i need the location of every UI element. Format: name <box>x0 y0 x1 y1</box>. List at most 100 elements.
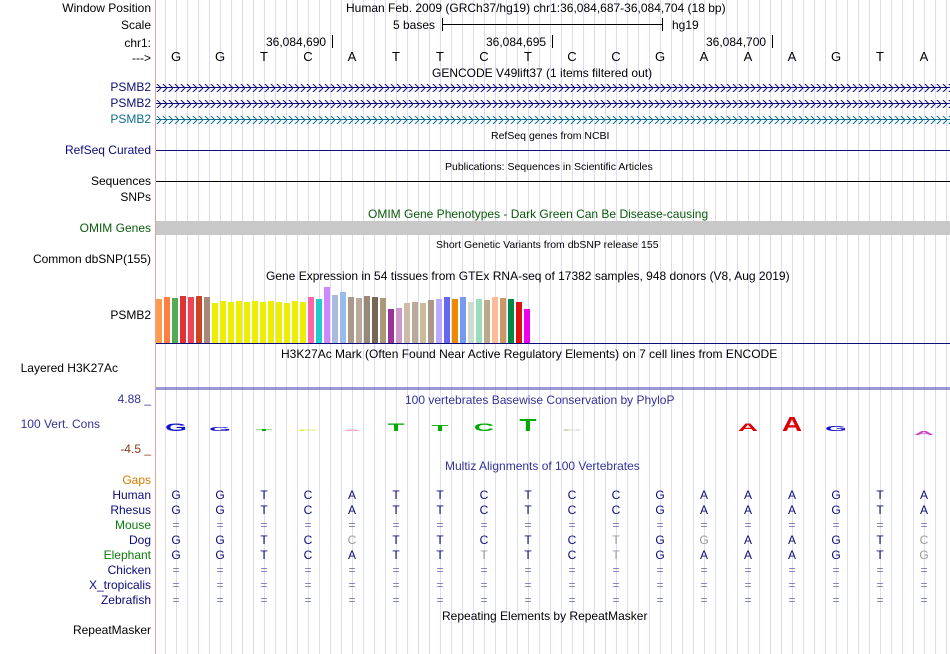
gtex-tissue-bar[interactable] <box>412 302 418 343</box>
gtex-tissue-bar[interactable] <box>444 297 450 343</box>
gtex-tissue-bar[interactable] <box>340 292 346 343</box>
gtex-track-label[interactable]: PSMB2 <box>110 308 151 322</box>
gtex-expression-chart[interactable] <box>156 283 950 345</box>
alignment-base: = <box>436 578 444 592</box>
phylop-logo-letter: T <box>387 421 404 434</box>
gencode-transcript-1[interactable] <box>156 84 950 92</box>
gtex-tissue-bar[interactable] <box>220 301 226 343</box>
omim-phenotype-bar[interactable] <box>156 221 950 235</box>
alignment-base: A <box>743 533 752 547</box>
gtex-tissue-bar[interactable] <box>500 298 506 343</box>
gtex-tissue-bar[interactable] <box>188 297 194 343</box>
alignment-base: T <box>876 503 884 517</box>
alignment-base: G <box>919 548 929 562</box>
alignment-base: = <box>260 518 268 532</box>
gtex-tissue-bar[interactable] <box>292 301 298 343</box>
gtex-tissue-bar[interactable] <box>356 298 362 343</box>
gtex-tissue-bar[interactable] <box>204 297 210 343</box>
gtex-tissue-bar[interactable] <box>420 303 426 343</box>
gtex-tissue-bar[interactable] <box>364 296 370 343</box>
alignment-base: = <box>700 563 708 577</box>
gtex-tissue-bar[interactable] <box>172 298 178 343</box>
dbsnp-track-label[interactable]: Common dbSNP(155) <box>32 252 151 266</box>
species-label[interactable]: X_tropicalis <box>88 578 151 592</box>
gtex-tissue-bar[interactable] <box>324 287 330 343</box>
species-label[interactable]: Rhesus <box>110 503 151 517</box>
gtex-tissue-bar[interactable] <box>380 298 386 343</box>
phylop-logo-letter: C <box>474 421 494 434</box>
publications-track-label[interactable]: Sequences <box>90 174 151 188</box>
tracks-panel[interactable]: Human Feb. 2009 (GRCh37/hg19) chr1:36,08… <box>156 0 950 654</box>
gtex-tissue-bar[interactable] <box>236 301 242 343</box>
grid-line <box>561 0 562 654</box>
gtex-tissue-bar[interactable] <box>260 302 266 343</box>
gtex-tissue-bar[interactable] <box>276 302 282 343</box>
snps-track-label[interactable]: SNPs <box>120 190 151 204</box>
phylop-conservation-logo[interactable]: G G T C A T T C T C A A GA <box>156 405 950 455</box>
gtex-tissue-bar[interactable] <box>196 296 202 343</box>
phylop-title: 100 vertebrates Basewise Conservation by… <box>405 393 675 407</box>
species-label[interactable]: Zebrafish <box>100 593 151 607</box>
alignment-base: T <box>436 488 444 502</box>
gtex-tissue-bar[interactable] <box>460 297 466 343</box>
gtex-tissue-bar[interactable] <box>228 302 234 343</box>
repeatmasker-track-label[interactable]: RepeatMasker <box>72 623 151 637</box>
species-label[interactable]: Dog <box>128 533 151 547</box>
alignment-base: = <box>612 518 620 532</box>
refseq-gene-line[interactable] <box>156 150 950 151</box>
alignment-base: T <box>876 548 884 562</box>
alignment-base: G <box>171 533 181 547</box>
gencode-track-label-3[interactable]: PSMB2 <box>110 112 151 126</box>
alignment-base: G <box>655 503 665 517</box>
gtex-tissue-bar[interactable] <box>508 299 514 343</box>
species-label[interactable]: Human <box>112 488 151 502</box>
gtex-tissue-bar[interactable] <box>372 297 378 343</box>
gtex-tissue-bar[interactable] <box>524 309 530 343</box>
gtex-tissue-bar[interactable] <box>156 299 162 343</box>
gtex-tissue-bar[interactable] <box>332 295 338 343</box>
gtex-tissue-bar[interactable] <box>244 302 250 343</box>
phylop-logo-letter: A <box>914 430 935 436</box>
gtex-tissue-bar[interactable] <box>476 299 482 343</box>
alignment-base: = <box>568 563 576 577</box>
species-label[interactable]: Elephant <box>103 548 151 562</box>
gtex-tissue-bar[interactable] <box>484 300 490 343</box>
gencode-transcript-2[interactable] <box>156 100 950 108</box>
gtex-tissue-bar[interactable] <box>404 303 410 343</box>
gtex-tissue-bar[interactable] <box>212 303 218 343</box>
gtex-tissue-bar[interactable] <box>516 302 522 343</box>
alignment-base: = <box>480 563 488 577</box>
gtex-tissue-bar[interactable] <box>468 302 474 343</box>
grid-line <box>902 0 903 654</box>
gtex-tissue-bar[interactable] <box>316 299 322 343</box>
gtex-tissue-bar[interactable] <box>428 300 434 343</box>
gtex-tissue-bar[interactable] <box>436 299 442 343</box>
gtex-tissue-bar[interactable] <box>252 301 258 343</box>
h3k27ac-track-label[interactable]: Layered H3K27Ac <box>20 361 118 375</box>
gencode-transcripts[interactable] <box>156 80 950 128</box>
alignment-base: A <box>919 488 928 502</box>
gtex-tissue-bar[interactable] <box>396 308 402 343</box>
alignment-base: = <box>744 578 752 592</box>
alignment-base: = <box>656 593 664 607</box>
gencode-transcript-3[interactable] <box>156 116 950 124</box>
species-label[interactable]: Chicken <box>107 563 151 577</box>
gtex-tissue-bar[interactable] <box>452 299 458 343</box>
gtex-tissue-bar[interactable] <box>308 297 314 343</box>
gtex-tissue-bar[interactable] <box>492 297 498 343</box>
gtex-tissue-bar[interactable] <box>180 296 186 343</box>
h3k27ac-signal[interactable] <box>156 387 950 390</box>
gtex-tissue-bar[interactable] <box>164 297 170 343</box>
gtex-tissue-bar[interactable] <box>300 302 306 343</box>
gtex-tissue-bar[interactable] <box>284 303 290 343</box>
species-label[interactable]: Mouse <box>114 518 151 532</box>
omim-track-label[interactable]: OMIM Genes <box>79 221 151 235</box>
gtex-tissue-bar[interactable] <box>348 297 354 343</box>
refseq-track-label[interactable]: RefSeq Curated <box>64 143 151 157</box>
gencode-track-label-1[interactable]: PSMB2 <box>110 80 151 94</box>
publications-line[interactable] <box>156 181 950 182</box>
gtex-tissue-bar[interactable] <box>388 309 394 343</box>
gtex-tissue-bar[interactable] <box>268 301 274 343</box>
gencode-track-label-2[interactable]: PSMB2 <box>110 96 151 110</box>
phylop-track-label[interactable]: 100 Vert. Cons <box>20 417 100 431</box>
